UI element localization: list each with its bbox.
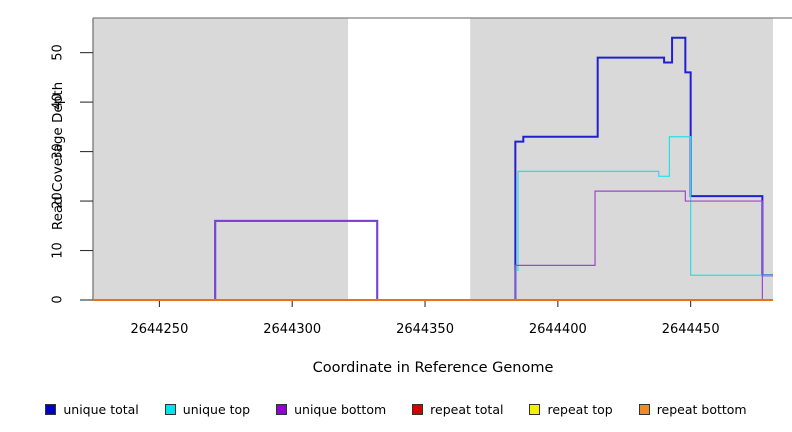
legend-label: repeat total <box>430 401 504 417</box>
legend-label: unique total <box>63 401 139 417</box>
legend-swatch-icon <box>529 403 541 415</box>
legend-item-repeat-total[interactable]: repeat total <box>412 402 503 417</box>
series-line-unique-bottom <box>93 190 773 301</box>
shaded-region <box>470 18 773 300</box>
chart-legend: unique total unique top unique bottom repea… <box>0 398 792 420</box>
legend-label: repeat bottom <box>656 401 747 417</box>
shaded-region <box>93 18 348 300</box>
y-tick-label-text: 0 <box>50 295 66 304</box>
legend-swatch-icon <box>45 403 57 415</box>
legend-swatch-icon <box>412 403 424 415</box>
legend-swatch-icon <box>276 403 288 415</box>
legend-label: unique bottom <box>294 401 387 417</box>
y-tick-label-text: 10 <box>50 241 66 259</box>
y-tick-label: 10 <box>38 242 78 259</box>
y-tick-label: 0 <box>38 292 78 308</box>
legend-item-repeat-bottom[interactable]: repeat bottom <box>638 401 747 417</box>
x-axis-title: Coordinate in Reference Genome <box>312 360 554 376</box>
y-tick-label-text: 20 <box>50 192 66 209</box>
x-tick-label: 2644250 <box>130 322 189 337</box>
legend-swatch-icon <box>164 403 176 415</box>
y-tick-label: 50 <box>38 44 78 61</box>
legend-label: unique top <box>182 401 251 417</box>
x-tick-label: 2644350 <box>396 322 454 337</box>
y-tick-label-text: 50 <box>50 43 66 61</box>
y-tick-label: 30 <box>38 143 78 160</box>
legend-item-unique-total[interactable]: unique total <box>45 401 139 417</box>
plot-frame <box>92 17 792 300</box>
y-tick-label: 20 <box>38 192 78 209</box>
series-lines <box>93 36 773 301</box>
y-tick-label-text: 40 <box>50 93 66 110</box>
x-tick-label: 2644300 <box>263 322 322 337</box>
y-tick-label: 40 <box>38 93 78 110</box>
legend-item-repeat-top[interactable]: repeat top <box>529 401 613 417</box>
legend-swatch-icon <box>638 403 650 415</box>
y-tick-label-text: 30 <box>50 142 66 160</box>
legend-label: repeat top <box>547 401 613 417</box>
legend-item-unique-top[interactable]: unique top <box>164 401 251 417</box>
shaded-regions <box>93 18 773 300</box>
legend-item-unique-bottom[interactable]: unique bottom <box>276 402 386 417</box>
x-tick-label: 2644450 <box>661 322 720 337</box>
x-tick-label: 2644400 <box>528 322 587 337</box>
